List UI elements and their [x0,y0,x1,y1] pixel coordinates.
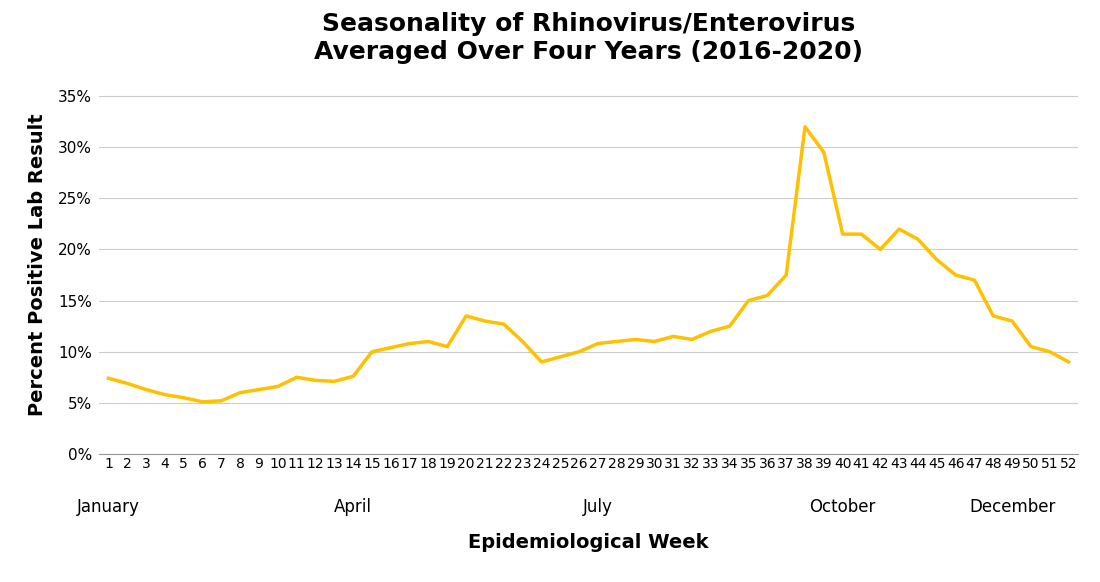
Text: October: October [810,498,876,516]
Text: July: July [583,498,613,516]
Text: April: April [334,498,372,516]
X-axis label: Epidemiological Week: Epidemiological Week [469,533,708,552]
Text: December: December [969,498,1055,516]
Text: January: January [77,498,140,516]
Y-axis label: Percent Positive Lab Result: Percent Positive Lab Result [28,113,47,416]
Title: Seasonality of Rhinovirus/Enterovirus
Averaged Over Four Years (2016-2020): Seasonality of Rhinovirus/Enterovirus Av… [314,12,864,64]
